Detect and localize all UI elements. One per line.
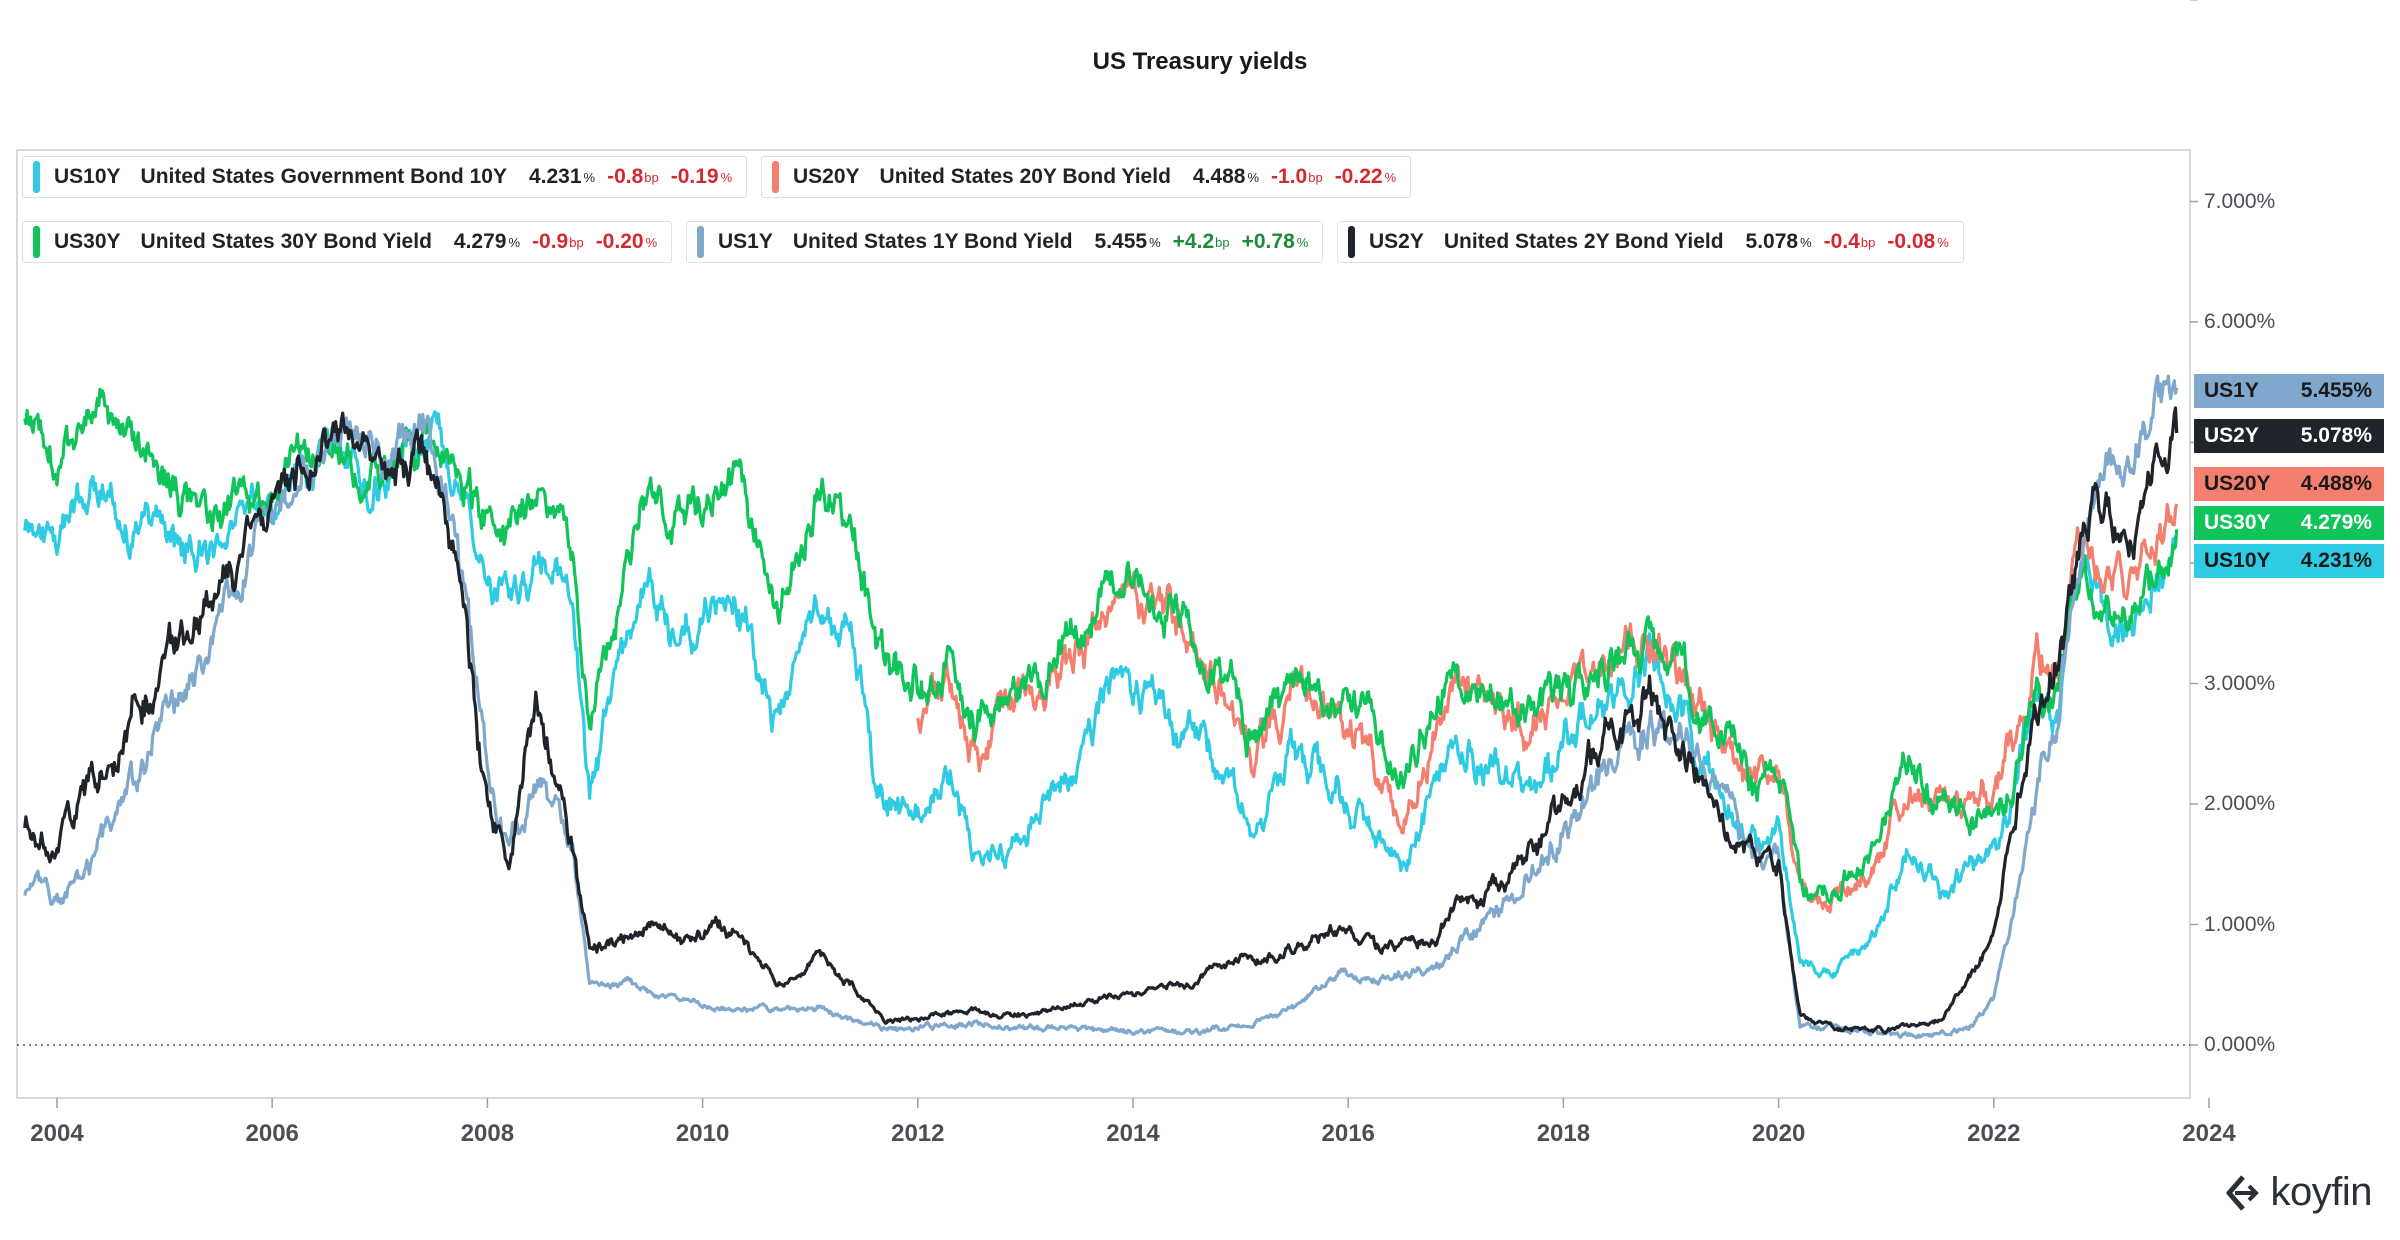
value-tag-us30y: US30Y 4.279% xyxy=(2194,506,2384,540)
legend-item-us1y[interactable]: US1Y United States 1Y Bond Yield 5.455% +4.… xyxy=(686,221,1324,263)
x-tick-label: 2012 xyxy=(891,1120,945,1147)
legend-value-unit: % xyxy=(1247,169,1260,185)
legend-pct-change: +0.78 xyxy=(1241,230,1295,253)
legend-value-unit: % xyxy=(583,169,596,185)
brand-name: koyfin xyxy=(2270,1170,2373,1214)
series-line-us1y xyxy=(23,374,2179,1040)
legend-bp-change: -0.8 xyxy=(607,165,644,188)
legend-item-us2y[interactable]: US2Y United States 2Y Bond Yield 5.078% -0.… xyxy=(1337,221,1964,263)
x-tick-label: 2006 xyxy=(245,1120,299,1147)
legend-bp-change: +4.2 xyxy=(1172,230,1215,253)
legend-color-swatch xyxy=(33,226,40,258)
legend-value-unit: % xyxy=(508,234,521,250)
legend-bp-change: -0.4 xyxy=(1823,230,1860,253)
legend-pct-change: -0.08 xyxy=(1887,230,1936,253)
koyfin-icon xyxy=(2226,1174,2259,1211)
x-tick-label: 2008 xyxy=(460,1120,515,1147)
value-tag-us1y: US1Y 5.455% xyxy=(2194,374,2384,408)
value-tag-code: US20Y xyxy=(2204,472,2271,495)
x-tick-label: 2014 xyxy=(1106,1120,1160,1147)
legend-color-swatch xyxy=(33,161,40,193)
legend-pct-unit: % xyxy=(1296,234,1309,250)
legend-pct-unit: % xyxy=(1937,234,1949,250)
value-tag-code: US10Y xyxy=(2204,549,2271,572)
y-tick-label: 7.000% xyxy=(2204,189,2276,213)
value-tag-value: 4.231% xyxy=(2300,549,2372,572)
value-tag-value: 4.279% xyxy=(2300,511,2372,534)
x-tick-label: 2004 xyxy=(30,1120,84,1147)
legend-name: United States Government Bond 10Y xyxy=(140,165,507,188)
value-tag-value: 5.455% xyxy=(2300,379,2372,402)
y-tick-label: 6.000% xyxy=(2204,310,2276,333)
value-tag-us20y: US20Y 4.488% xyxy=(2194,467,2384,501)
chart-title: US Treasury yields xyxy=(1092,48,1308,75)
legend-value: 4.279 xyxy=(453,230,507,253)
legend-value: 5.455 xyxy=(1094,230,1148,253)
legend-color-swatch xyxy=(1348,226,1355,258)
value-tag-us2y: US2Y 5.078% xyxy=(2194,419,2384,453)
legend-value: 4.488 xyxy=(1192,165,1246,188)
legend-code: US20Y xyxy=(793,165,860,188)
series-line-us10y xyxy=(23,410,2178,980)
legend-code: US1Y xyxy=(718,230,773,253)
legend-pct-unit: % xyxy=(720,169,733,185)
x-tick-label: 2016 xyxy=(1321,1120,1375,1147)
value-tag-code: US30Y xyxy=(2204,511,2271,534)
legend-pct-unit: % xyxy=(645,234,658,250)
legend-item-us10y[interactable]: US10Y United States Government Bond 10Y 4.… xyxy=(22,156,748,198)
legend-item-us20y[interactable]: US20Y United States 20Y Bond Yield 4.488% -… xyxy=(761,156,1412,198)
legend-bp-change: -0.9 xyxy=(532,230,569,253)
brand-logo: koyfin xyxy=(2223,1170,2373,1215)
legend-value-unit: % xyxy=(1800,234,1812,250)
legend-pct-change: -0.22 xyxy=(1334,165,1383,188)
legend-name: United States 30Y Bond Yield xyxy=(140,230,432,253)
series-line-us20y xyxy=(916,502,2179,914)
y-tick-label: 3.000% xyxy=(2204,671,2276,695)
legend-name: United States 2Y Bond Yield xyxy=(1443,230,1724,253)
y-tick-label: 2.000% xyxy=(2204,792,2276,815)
legend-bp-unit: bp xyxy=(1308,169,1323,185)
legend-value: 4.231 xyxy=(528,165,582,188)
legend-color-swatch xyxy=(697,226,704,258)
legend-bp-unit: bp xyxy=(1860,234,1876,250)
legend-name: United States 1Y Bond Yield xyxy=(792,230,1073,253)
legend-item-us30y[interactable]: US30Y United States 30Y Bond Yield 4.279% -… xyxy=(22,221,673,263)
y-tick-label: 0.000% xyxy=(2204,1033,2276,1056)
legend-bp-change: -1.0 xyxy=(1271,165,1308,188)
value-tag-us10y: US10Y 4.231% xyxy=(2194,544,2384,578)
value-tag-code: US2Y xyxy=(2204,424,2259,447)
legend-value-unit: % xyxy=(1149,234,1161,250)
x-tick-label: 2018 xyxy=(1536,1120,1591,1147)
legend-code: US10Y xyxy=(54,165,121,188)
legend-bp-unit: bp xyxy=(569,234,584,250)
plot-frame xyxy=(16,149,2191,1099)
legend-pct-change: -0.20 xyxy=(595,230,644,253)
y-tick-label: 1.000% xyxy=(2204,912,2276,936)
value-tag-value: 5.078% xyxy=(2300,424,2372,447)
legend-bp-unit: bp xyxy=(644,169,659,185)
legend-pct-change: -0.19 xyxy=(670,165,719,188)
legend-bp-unit: bp xyxy=(1215,234,1230,250)
legend-color-swatch xyxy=(772,161,779,193)
legend-name: United States 20Y Bond Yield xyxy=(879,165,1171,188)
x-tick-label: 2022 xyxy=(1967,1120,2021,1147)
series-line-us2y xyxy=(23,406,2179,1035)
x-tick-label: 2010 xyxy=(675,1120,730,1147)
legend-code: US2Y xyxy=(1369,230,1424,253)
legend-code: US30Y xyxy=(54,230,121,253)
value-tag-value: 4.488% xyxy=(2300,472,2372,495)
x-tick-label: 2020 xyxy=(1751,1120,1806,1147)
value-tag-code: US1Y xyxy=(2204,379,2259,402)
legend-value: 5.078 xyxy=(1745,230,1799,253)
x-tick-label: 2024 xyxy=(2182,1120,2236,1147)
legend-pct-unit: % xyxy=(1384,169,1397,185)
